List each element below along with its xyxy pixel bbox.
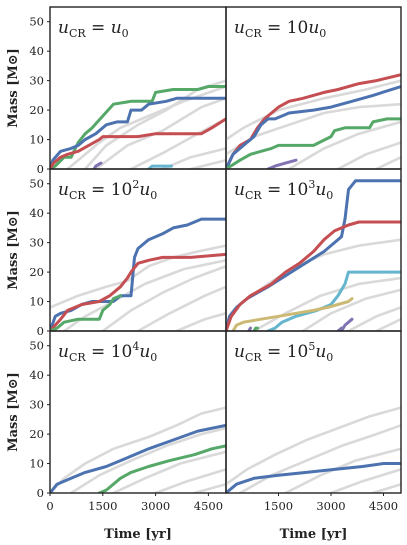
series-line-gray-4 xyxy=(193,482,226,493)
x-tick-label: 1500 xyxy=(88,499,117,513)
y-tick-label: 20 xyxy=(29,103,44,117)
panel-title: uCR = 105u0 xyxy=(234,340,333,364)
series-line-gray-0 xyxy=(50,244,226,309)
panel-5: uCR = 104u0 0 10 20 30 40 50 Mass [M⊙] 0 1500 3000… xyxy=(6,330,227,542)
series-line-gray-2 xyxy=(136,285,226,331)
panel-series xyxy=(50,217,226,331)
x-axis-label: Time [yr] xyxy=(280,527,348,542)
series-line-gray-1 xyxy=(226,79,401,141)
panel-title: uCR = 103u0 xyxy=(234,178,333,202)
x-tick-label: 4500 xyxy=(194,499,223,513)
x-tick-label: 1500 xyxy=(264,499,293,513)
y-axis-label: Mass [M⊙] xyxy=(6,372,21,452)
y-tick-label: 50 xyxy=(29,339,44,353)
series-line-gray-2 xyxy=(287,120,401,169)
series-line-green-7 xyxy=(50,294,122,331)
panel-series xyxy=(50,79,226,169)
x-tick-label: 4500 xyxy=(369,499,398,513)
y-tick-label: 10 xyxy=(29,295,44,309)
series-line-gray-3 xyxy=(347,306,401,331)
series-line-purple-9 xyxy=(92,161,103,169)
series-line-blue-5 xyxy=(50,423,226,493)
y-tick-label: 50 xyxy=(29,177,44,191)
y-tick-label: 50 xyxy=(29,15,44,29)
series-line-gray-3 xyxy=(329,468,401,493)
series-line-gray-4 xyxy=(375,317,401,331)
series-line-gray-1 xyxy=(69,426,226,493)
series-line-gray-4 xyxy=(375,155,401,169)
series-line-red-6 xyxy=(226,220,401,331)
series-line-blue-5 xyxy=(226,179,401,331)
panel-series xyxy=(226,73,401,169)
series-line-gray-4 xyxy=(189,158,226,169)
panel-4: uCR = 103u0 xyxy=(225,168,402,332)
x-axis-label: Time [yr] xyxy=(104,527,172,542)
panel-1: uCR = u0 0 10 20 30 40 50 Mass [M⊙] xyxy=(6,6,227,176)
series-line-gray-0 xyxy=(50,406,226,493)
panel-2: uCR = 10u0 xyxy=(225,6,402,170)
series-line-gray-2 xyxy=(284,447,401,493)
x-tick-label: 3000 xyxy=(316,499,345,513)
panel-title: uCR = u0 xyxy=(58,18,129,40)
y-tick-label: 40 xyxy=(29,368,44,382)
panel-frame xyxy=(225,330,402,494)
series-line-gray-2 xyxy=(112,450,226,493)
series-line-blue-6 xyxy=(226,85,401,169)
y-tick-label: 0 xyxy=(37,486,44,500)
series-line-gray-2 xyxy=(301,288,401,331)
y-tick-label: 10 xyxy=(29,133,44,147)
y-axis-label: Mass [M⊙] xyxy=(6,48,21,128)
series-line-blue-7 xyxy=(50,96,226,169)
y-axis-label: Mass [M⊙] xyxy=(6,210,21,290)
panel-title: uCR = 102u0 xyxy=(58,178,157,202)
y-tick-label: 30 xyxy=(29,236,44,250)
series-line-green-6 xyxy=(97,444,226,493)
series-line-purple-9 xyxy=(340,317,354,331)
y-tick-label: 20 xyxy=(29,427,44,441)
series-line-gray-3 xyxy=(336,141,401,169)
series-line-green-7 xyxy=(226,117,401,169)
y-tick-label: 30 xyxy=(29,74,44,88)
panel-series xyxy=(226,179,401,331)
series-line-blue-5 xyxy=(226,462,401,493)
series-line-gold-8 xyxy=(231,297,354,331)
y-tick-label: 40 xyxy=(29,206,44,220)
panel-3: uCR = 102u0 0 10 20 30 40 50 Mass [M⊙] xyxy=(6,168,227,338)
y-tick-label: 30 xyxy=(29,398,44,412)
y-tick-label: 0 xyxy=(37,162,44,176)
series-line-gray-0 xyxy=(226,406,401,486)
series-line-green-11 xyxy=(252,326,259,331)
series-line-green-6 xyxy=(50,85,226,169)
panel-title: uCR = 104u0 xyxy=(58,340,157,364)
series-line-gray-1 xyxy=(252,276,401,331)
x-tick-label: 3000 xyxy=(141,499,170,513)
series-line-red-5 xyxy=(226,73,401,169)
series-line-gray-1 xyxy=(101,264,226,331)
panel-title: uCR = 10u0 xyxy=(234,18,326,40)
y-tick-label: 40 xyxy=(29,44,44,58)
series-line-gray-3 xyxy=(175,312,226,331)
series-line-gray-1 xyxy=(94,97,226,169)
panel-6: uCR = 105u0 1500 3000 4500 Time [yr] xyxy=(225,330,402,542)
y-tick-label: 10 xyxy=(29,457,44,471)
series-line-purple-8 xyxy=(266,158,298,169)
series-line-cyan-10 xyxy=(147,164,173,169)
series-line-gray-3 xyxy=(154,468,226,493)
series-line-red-6 xyxy=(50,252,226,331)
series-line-red-8 xyxy=(50,117,226,169)
panel-series xyxy=(226,406,401,493)
y-tick-label: 20 xyxy=(29,265,44,279)
x-tick-label: 0 xyxy=(46,499,53,513)
panel-series xyxy=(50,406,226,493)
y-tick-label: 0 xyxy=(37,324,44,338)
series-line-gray-5 xyxy=(66,85,226,169)
series-line-gray-4 xyxy=(371,482,401,493)
